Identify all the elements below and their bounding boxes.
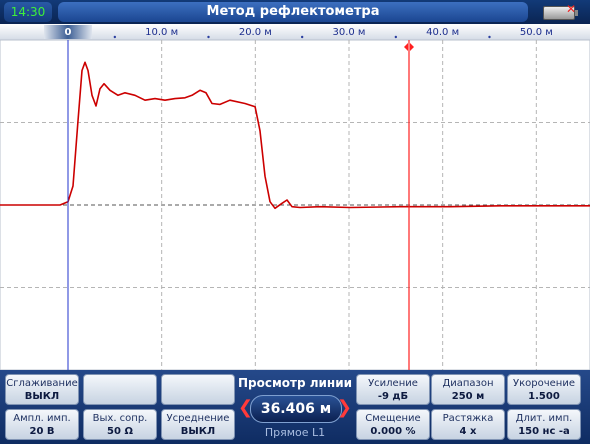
button-value: 0.000 % bbox=[370, 426, 416, 437]
button[interactable]: Диапазон 250 м bbox=[431, 374, 505, 405]
line-view-title: Просмотр линии bbox=[237, 376, 353, 390]
button-label: Усреднение bbox=[166, 413, 230, 424]
button-label: Диапазон bbox=[442, 378, 494, 389]
chart: 0 10.0 м 20.0 м 30.0 м 40.0 м 50.0 м bbox=[0, 24, 590, 370]
button-label: Вых. сопр. bbox=[92, 413, 148, 424]
top-bar: 14:30 Метод рефлектометра ✕ bbox=[0, 0, 590, 24]
minor-tick bbox=[300, 35, 304, 39]
line-name: Прямое L1 bbox=[264, 426, 326, 439]
button[interactable]: Растяжка 4 х bbox=[431, 409, 505, 440]
x-tick-label: 40.0 м bbox=[426, 27, 459, 38]
x-tick-label: 50.0 м bbox=[520, 27, 553, 38]
button-value: ВЫКЛ bbox=[24, 391, 60, 402]
button-label: Длит. имп. bbox=[515, 413, 573, 424]
button-value: 50 Ω bbox=[107, 426, 133, 437]
arrow-right[interactable]: ❯ bbox=[336, 397, 352, 418]
x-tick-label: 10.0 м bbox=[145, 27, 178, 38]
button-label: Ампл. имп. bbox=[13, 413, 71, 424]
button-value: 4 х bbox=[459, 426, 477, 437]
minor-tick bbox=[394, 35, 398, 39]
button[interactable] bbox=[83, 374, 157, 405]
button-value: 250 м bbox=[451, 391, 485, 402]
scale-bar bbox=[0, 24, 590, 40]
button-label: Укорочение bbox=[513, 378, 575, 389]
button[interactable]: Вых. сопр. 50 Ω bbox=[83, 409, 157, 440]
close-icon[interactable]: ✕ bbox=[566, 2, 577, 16]
battery-icon bbox=[543, 6, 578, 20]
button-value: ВЫКЛ bbox=[180, 426, 216, 437]
button[interactable]: Сглаживание ВЫКЛ bbox=[5, 374, 79, 405]
cursor-handle bbox=[404, 43, 415, 51]
button-value: 20 В bbox=[29, 426, 55, 437]
arrow-left[interactable]: ❮ bbox=[238, 397, 254, 418]
button-label: Смещение bbox=[365, 413, 421, 424]
button[interactable]: Смещение 0.000 % bbox=[356, 409, 430, 440]
button-value: -9 дБ bbox=[377, 391, 409, 402]
button-value: 150 нс -а bbox=[518, 426, 570, 437]
window-title: Метод рефлектометра bbox=[58, 2, 528, 22]
x-tick-label: 0 bbox=[65, 27, 72, 38]
button-value: 1.500 bbox=[528, 391, 560, 402]
minor-tick bbox=[113, 35, 117, 39]
button-label: Сглаживание bbox=[6, 378, 78, 389]
start-highlight bbox=[44, 25, 93, 39]
minor-tick bbox=[488, 35, 491, 39]
trace bbox=[0, 61, 590, 210]
minor-tick bbox=[207, 35, 210, 39]
button[interactable]: Усиление -9 дБ bbox=[356, 374, 430, 405]
button-label: Усиление bbox=[368, 378, 418, 389]
cursor-distance: 36.406 м bbox=[250, 395, 342, 423]
clock: 14:30 bbox=[4, 2, 52, 22]
x-tick-label: 30.0 м bbox=[332, 27, 365, 38]
button[interactable]: Усреднение ВЫКЛ bbox=[161, 409, 235, 440]
button[interactable]: Укорочение 1.500 bbox=[507, 374, 581, 405]
control-panel: Сглаживание ВЫКЛ Ампл. имп. 20 В Вых. сопр… bbox=[0, 370, 590, 444]
button[interactable]: Ампл. имп. 20 В bbox=[5, 409, 79, 440]
button-label: Растяжка bbox=[442, 413, 494, 424]
x-tick-label: 20.0 м bbox=[239, 27, 272, 38]
line-view: Просмотр линии ❮ 36.406 м ❯ Прямое L1 bbox=[236, 370, 354, 444]
button[interactable]: Длит. имп. 150 нс -а bbox=[507, 409, 581, 440]
button[interactable] bbox=[161, 374, 235, 405]
